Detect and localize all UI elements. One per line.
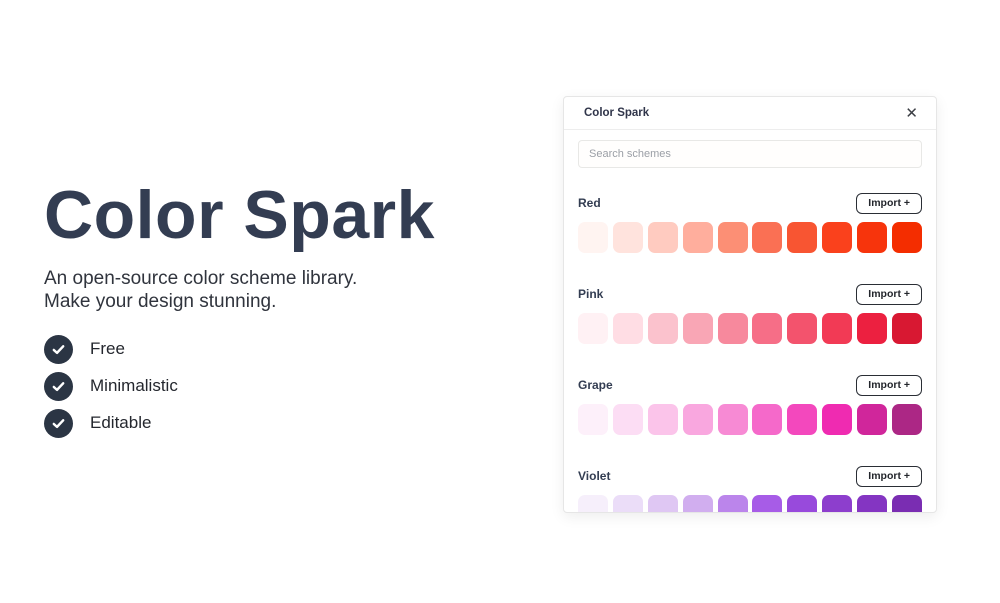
color-swatch[interactable] <box>857 313 887 344</box>
panel-title: Color Spark <box>584 107 650 119</box>
check-icon <box>44 334 73 364</box>
color-swatch[interactable] <box>682 313 713 344</box>
color-swatch[interactable] <box>822 313 853 344</box>
color-swatch[interactable] <box>682 495 713 512</box>
feature-item-free: Free <box>44 334 514 364</box>
feature-item-editable: Editable <box>44 408 514 438</box>
color-swatch[interactable] <box>717 495 748 512</box>
swatch-row <box>578 404 922 435</box>
color-swatch[interactable] <box>822 495 853 512</box>
color-swatch[interactable] <box>752 495 783 512</box>
color-swatch[interactable] <box>891 313 922 344</box>
color-swatch[interactable] <box>647 313 678 344</box>
scheme-head: Grape Import + <box>578 374 922 396</box>
panel-header: Color Spark ✕ <box>564 97 936 130</box>
import-button[interactable]: Import + <box>856 283 922 305</box>
color-swatch[interactable] <box>891 495 922 512</box>
color-swatch[interactable] <box>891 404 922 435</box>
color-swatch[interactable] <box>857 495 887 512</box>
color-swatch[interactable] <box>717 313 748 344</box>
color-swatch[interactable] <box>787 313 818 344</box>
hero-section: Color Spark An open-source color scheme … <box>44 178 514 446</box>
check-icon <box>44 371 73 401</box>
import-button[interactable]: Import + <box>856 465 922 487</box>
search-container <box>578 140 922 168</box>
color-spark-panel: Color Spark ✕ Red Import + Pink Import +… <box>563 96 937 513</box>
color-swatch[interactable] <box>787 404 818 435</box>
swatch-row <box>578 222 922 253</box>
scheme-section-pink: Pink Import + <box>578 283 922 344</box>
color-swatch[interactable] <box>682 404 713 435</box>
color-swatch[interactable] <box>578 313 608 344</box>
color-swatch[interactable] <box>647 404 678 435</box>
color-swatch[interactable] <box>717 404 748 435</box>
tagline-line-2: Make your design stunning. <box>44 290 277 312</box>
check-icon <box>44 408 73 438</box>
scheme-head: Violet Import + <box>578 465 922 487</box>
color-swatch[interactable] <box>822 222 853 253</box>
swatch-row <box>578 313 922 344</box>
color-swatch[interactable] <box>787 495 818 512</box>
tagline-line-1: An open-source color scheme library. <box>44 267 358 289</box>
scheme-head: Pink Import + <box>578 283 922 305</box>
scheme-name: Pink <box>578 287 604 301</box>
color-swatch[interactable] <box>891 222 922 253</box>
feature-item-minimalistic: Minimalistic <box>44 371 514 401</box>
color-swatch[interactable] <box>857 222 887 253</box>
scheme-section-violet: Violet Import + <box>578 465 922 512</box>
feature-label: Minimalistic <box>90 376 178 396</box>
tagline: An open-source color scheme library. Mak… <box>44 267 514 313</box>
color-swatch[interactable] <box>578 404 608 435</box>
color-swatch[interactable] <box>578 495 608 512</box>
scheme-section-red: Red Import + <box>578 192 922 253</box>
scheme-list: Red Import + Pink Import + Grape Import … <box>564 192 936 512</box>
color-swatch[interactable] <box>578 222 608 253</box>
scheme-head: Red Import + <box>578 192 922 214</box>
color-swatch[interactable] <box>752 404 783 435</box>
feature-label: Editable <box>90 413 152 433</box>
swatch-row <box>578 495 922 512</box>
import-button[interactable]: Import + <box>856 192 922 214</box>
color-swatch[interactable] <box>857 404 887 435</box>
color-swatch[interactable] <box>647 222 678 253</box>
scheme-section-grape: Grape Import + <box>578 374 922 435</box>
color-swatch[interactable] <box>612 313 643 344</box>
feature-list: Free Minimalistic Editable <box>44 334 514 438</box>
feature-label: Free <box>90 339 125 359</box>
scheme-name: Grape <box>578 378 613 392</box>
color-swatch[interactable] <box>822 404 853 435</box>
color-swatch[interactable] <box>612 404 643 435</box>
color-swatch[interactable] <box>612 495 643 512</box>
color-swatch[interactable] <box>682 222 713 253</box>
color-swatch[interactable] <box>752 222 783 253</box>
color-swatch[interactable] <box>647 495 678 512</box>
color-swatch[interactable] <box>752 313 783 344</box>
scheme-name: Red <box>578 196 601 210</box>
close-icon[interactable]: ✕ <box>905 104 918 122</box>
page-title: Color Spark <box>44 177 435 253</box>
import-button[interactable]: Import + <box>856 374 922 396</box>
search-input[interactable] <box>578 140 922 168</box>
scheme-name: Violet <box>578 469 611 483</box>
color-swatch[interactable] <box>612 222 643 253</box>
color-swatch[interactable] <box>787 222 818 253</box>
color-swatch[interactable] <box>717 222 748 253</box>
